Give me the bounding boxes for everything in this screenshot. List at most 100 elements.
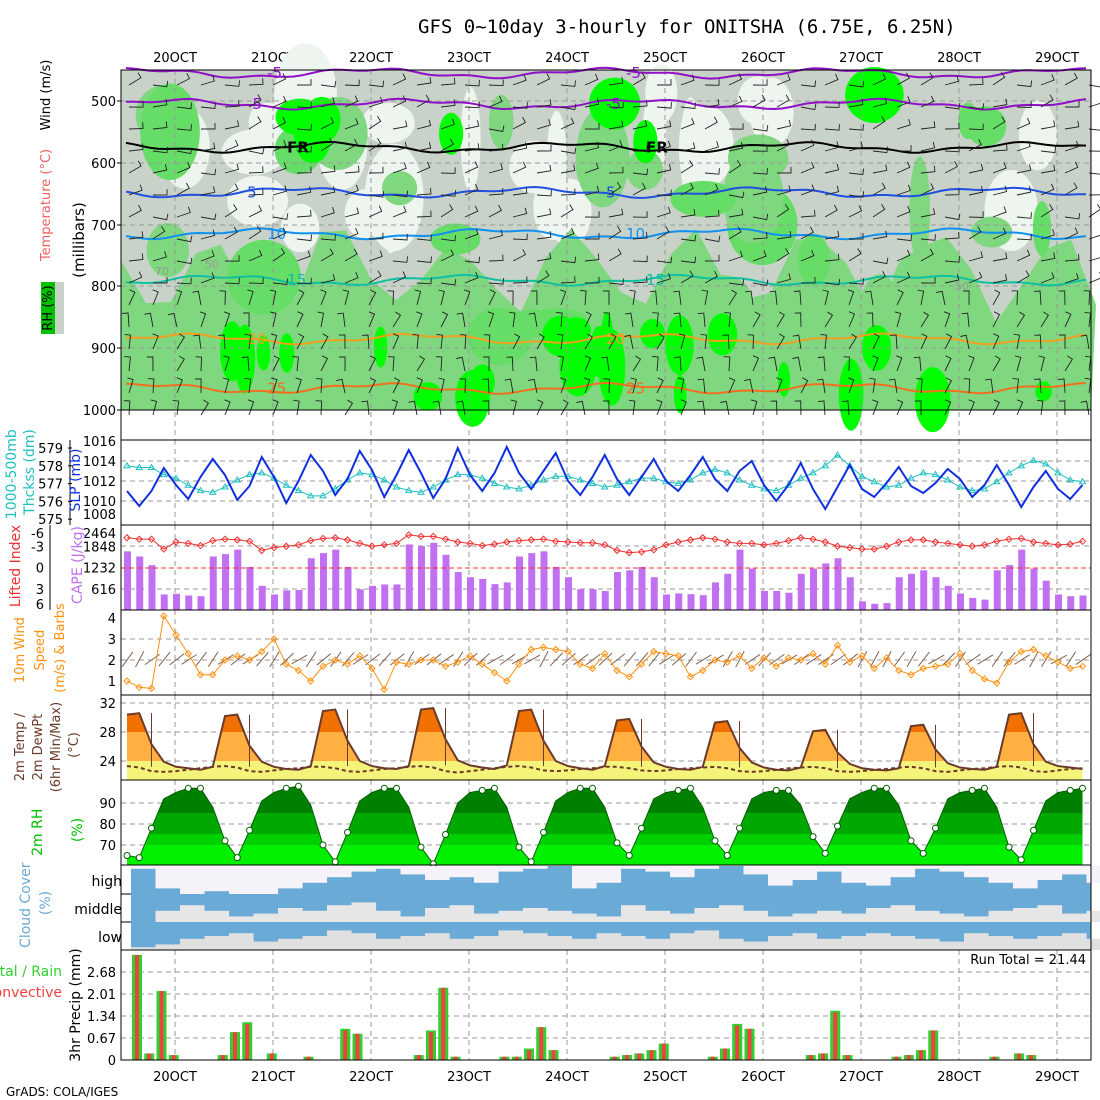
wind-barb bbox=[167, 312, 178, 328]
wind-barb bbox=[416, 377, 423, 394]
wind-barb bbox=[848, 248, 862, 262]
rh-90-area bbox=[559, 336, 597, 397]
wind-barb bbox=[248, 116, 262, 130]
li-marker bbox=[147, 535, 156, 543]
wind-barb bbox=[464, 101, 480, 109]
li-marker bbox=[711, 535, 719, 543]
wind-barb bbox=[992, 311, 1001, 328]
wind-barb bbox=[704, 116, 718, 130]
wind-barb bbox=[584, 123, 600, 130]
precip-convective-bar bbox=[906, 1055, 911, 1060]
li-marker bbox=[282, 542, 290, 550]
wind-speed-marker bbox=[1017, 647, 1025, 656]
cloud-high-cell bbox=[694, 866, 720, 869]
li-marker bbox=[196, 541, 205, 550]
wind-barb bbox=[224, 183, 239, 196]
thickness-marker bbox=[674, 479, 683, 486]
wind-barb bbox=[440, 249, 455, 262]
rh-marker bbox=[785, 786, 792, 794]
cloud-low-cell bbox=[204, 936, 230, 950]
wind-barb bbox=[529, 356, 538, 372]
wind-barb bbox=[272, 278, 288, 285]
wind-barb bbox=[412, 334, 419, 350]
wind-barb bbox=[1040, 183, 1055, 196]
li-marker bbox=[797, 534, 805, 542]
wind-barb bbox=[1040, 272, 1055, 284]
cape-bar bbox=[234, 549, 242, 610]
wind-barb-10m bbox=[893, 651, 905, 667]
isotherm-line bbox=[125, 227, 1087, 241]
wind-barb bbox=[824, 124, 840, 131]
wind-barb-10m bbox=[941, 652, 956, 667]
wind-speed-marker bbox=[980, 675, 989, 683]
wind-barb bbox=[920, 95, 935, 108]
wind-barb bbox=[704, 270, 718, 284]
wind-barb bbox=[985, 378, 994, 394]
rh-low-area bbox=[281, 203, 320, 253]
rh-marker bbox=[233, 854, 241, 862]
thickness-marker bbox=[270, 474, 278, 481]
cloud-row-label: high bbox=[91, 874, 122, 890]
wind-barb bbox=[1040, 146, 1057, 154]
cloud-high-cell bbox=[204, 866, 230, 892]
isotherm-label: -5 bbox=[606, 95, 621, 113]
wind-barb bbox=[752, 311, 761, 328]
wind-barb bbox=[632, 355, 642, 372]
li-marker bbox=[478, 541, 486, 550]
rh-marker bbox=[834, 822, 841, 830]
cloud-middle-cell bbox=[1037, 905, 1063, 922]
wind-barb bbox=[344, 248, 358, 262]
wind-barb-10m bbox=[658, 654, 675, 665]
wind-barb bbox=[768, 356, 778, 372]
wind-barb bbox=[200, 102, 216, 109]
wind-speed-marker bbox=[1042, 652, 1050, 660]
thickness-tick: 576 bbox=[38, 495, 63, 510]
wind-barb bbox=[464, 205, 479, 218]
wind-barb bbox=[536, 270, 550, 284]
wind-barb bbox=[1016, 233, 1032, 241]
wind-barb bbox=[368, 96, 383, 108]
li-marker bbox=[343, 536, 352, 544]
cloud-low-cell bbox=[694, 930, 720, 950]
rh-marker bbox=[319, 841, 327, 849]
wind-barb-10m bbox=[598, 652, 613, 666]
wind-barb bbox=[296, 311, 304, 328]
thickness-marker bbox=[809, 468, 817, 476]
thickness-marker bbox=[257, 468, 266, 476]
wind-speed-marker bbox=[405, 660, 413, 668]
wind-barb bbox=[392, 190, 409, 198]
cloud-low-cell bbox=[523, 933, 548, 950]
wind-barb bbox=[968, 186, 984, 196]
wind-barb bbox=[968, 271, 983, 284]
wind-barb bbox=[917, 289, 925, 306]
wind-barb bbox=[344, 399, 354, 416]
wind-barb bbox=[146, 356, 154, 372]
isotherm-line bbox=[125, 273, 1087, 287]
wind-barb bbox=[506, 356, 514, 372]
thickness-marker bbox=[723, 468, 732, 476]
isotherm-label: 20 bbox=[606, 330, 625, 348]
wind-barb bbox=[459, 378, 466, 394]
wind-barb bbox=[512, 207, 528, 218]
wind-barb bbox=[673, 312, 682, 328]
li-marker bbox=[527, 536, 535, 544]
li-tick: 3 bbox=[36, 583, 44, 598]
rh-marker bbox=[148, 824, 155, 832]
wind-barb bbox=[247, 399, 255, 416]
wind-barb-10m bbox=[475, 652, 491, 666]
wind-barb bbox=[296, 333, 305, 350]
precip-convective-bar bbox=[992, 1056, 997, 1060]
wind-barb bbox=[219, 290, 226, 306]
date-label-bottom: 29OCT bbox=[1035, 1070, 1079, 1085]
wind-barb bbox=[944, 355, 952, 372]
wind-barb bbox=[512, 161, 527, 174]
rh-low-area bbox=[1018, 100, 1057, 171]
wind-barb bbox=[584, 253, 600, 262]
thickness-tick: 579 bbox=[38, 442, 63, 457]
temperature-legend-label: Temperature (°C) bbox=[39, 149, 54, 262]
wind-barb bbox=[608, 101, 624, 109]
cape-bar bbox=[295, 589, 303, 610]
wind-barb bbox=[869, 377, 876, 394]
wind-barb bbox=[272, 117, 287, 130]
wind-barb bbox=[315, 378, 323, 394]
